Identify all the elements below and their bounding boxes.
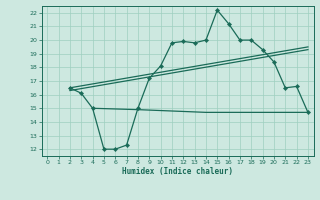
X-axis label: Humidex (Indice chaleur): Humidex (Indice chaleur) <box>122 167 233 176</box>
